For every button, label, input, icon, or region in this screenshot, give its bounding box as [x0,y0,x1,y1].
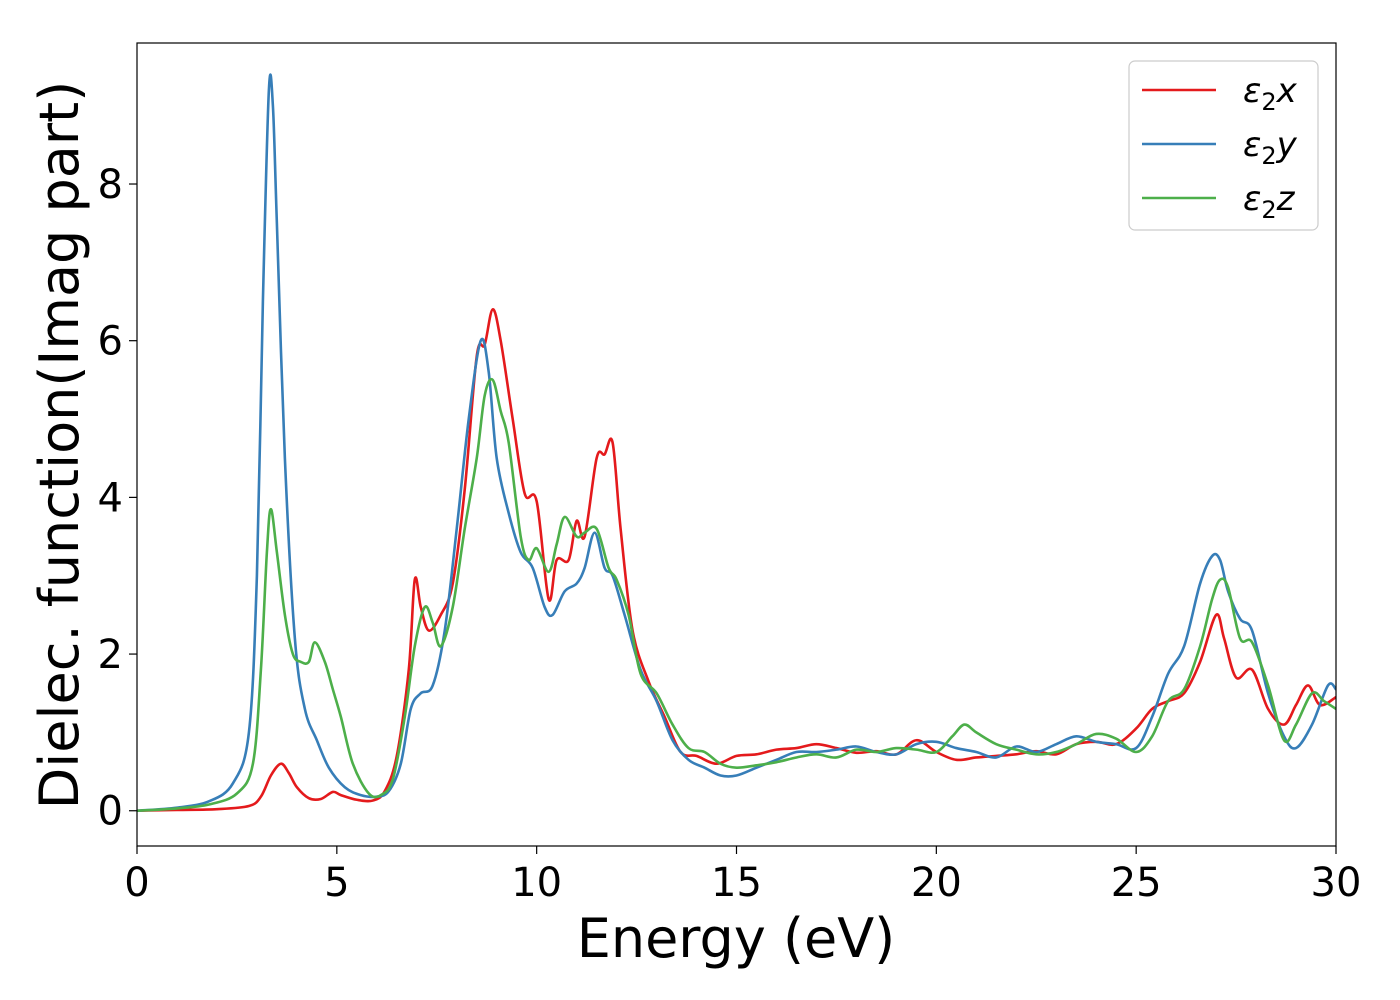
legend-label-z: ε2z [1243,179,1296,224]
legend-axis: x [1276,71,1298,111]
y-tick-label: 4 [98,475,123,521]
legend-label-y: ε2y [1243,125,1298,170]
x-tick-label: 30 [1311,860,1362,906]
x-tick-label: 25 [1111,860,1162,906]
series-line-z [137,377,1336,813]
legend-symbol: ε [1243,71,1261,111]
x-tick-label: 10 [511,860,562,906]
legend-subscript: 2 [1261,142,1276,170]
legend-subscript: 2 [1261,88,1276,116]
legend-label-x: ε2x [1243,71,1298,116]
y-tick-label: 2 [98,632,123,678]
x-tick-label: 0 [124,860,149,906]
y-axis-label: Dielec. function(Imag part) [28,81,91,810]
y-axis: 0 2 4 6 8 [98,162,137,835]
legend-subscript: 2 [1261,196,1276,224]
x-tick-label: 15 [711,860,762,906]
y-tick-label: 0 [98,789,123,835]
legend-symbol: ε [1243,125,1261,165]
legend-axis: z [1276,179,1296,219]
legend-axis: y [1276,125,1298,165]
x-axis-label: Energy (eV) [577,907,896,970]
y-tick-label: 6 [98,319,123,365]
x-tick-label: 20 [911,860,962,906]
x-tick-label: 5 [324,860,349,906]
legend-box [1128,60,1319,231]
legend-symbol: ε [1243,179,1261,219]
series-line-x [137,308,1336,813]
y-tick-label: 8 [98,162,123,208]
x-axis: 0 5 10 15 20 25 30 [124,846,1361,906]
series-layer [137,73,1336,813]
